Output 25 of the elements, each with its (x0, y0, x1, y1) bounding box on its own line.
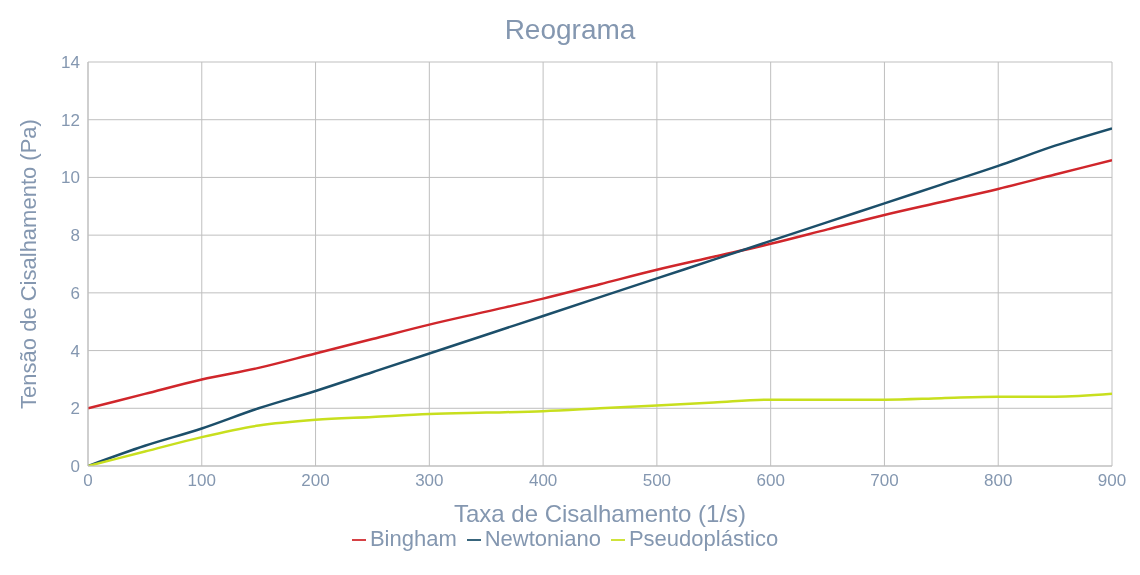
x-tick-label: 100 (187, 471, 216, 491)
chart-title: Reograma (503, 13, 637, 47)
y-tick-label: 2 (70, 399, 80, 419)
x-tick-label: 800 (984, 471, 1013, 491)
y-tick-label: 4 (70, 341, 80, 361)
x-tick-label: 0 (83, 471, 93, 491)
x-tick-label: 200 (301, 471, 330, 491)
x-tick-label: 500 (642, 471, 672, 491)
legend-label: Newtoniano (484, 526, 601, 551)
y-axis-title: Tensão de Cisalhamento (Pa) (15, 119, 41, 409)
y-tick-label: 10 (61, 168, 80, 188)
y-tick-label: 0 (70, 457, 80, 477)
line-series (88, 158, 1112, 410)
x-tick-label: 400 (528, 471, 558, 491)
y-tick-label: 8 (70, 226, 80, 246)
y-tick-label: 14 (61, 53, 80, 73)
x-axis-title: Taxa de Cisalhamento (1/s) (453, 500, 747, 527)
x-tick-label: 600 (756, 471, 785, 491)
y-tick-label: 6 (70, 283, 80, 303)
x-tick-label: 900 (1097, 471, 1127, 491)
legend-label: Bingham (369, 526, 457, 551)
x-tick-label: 300 (415, 471, 444, 491)
legend-label: Pseudoplástico (628, 526, 779, 551)
x-tick-label: 700 (870, 471, 899, 491)
y-tick-label: 12 (61, 110, 80, 130)
